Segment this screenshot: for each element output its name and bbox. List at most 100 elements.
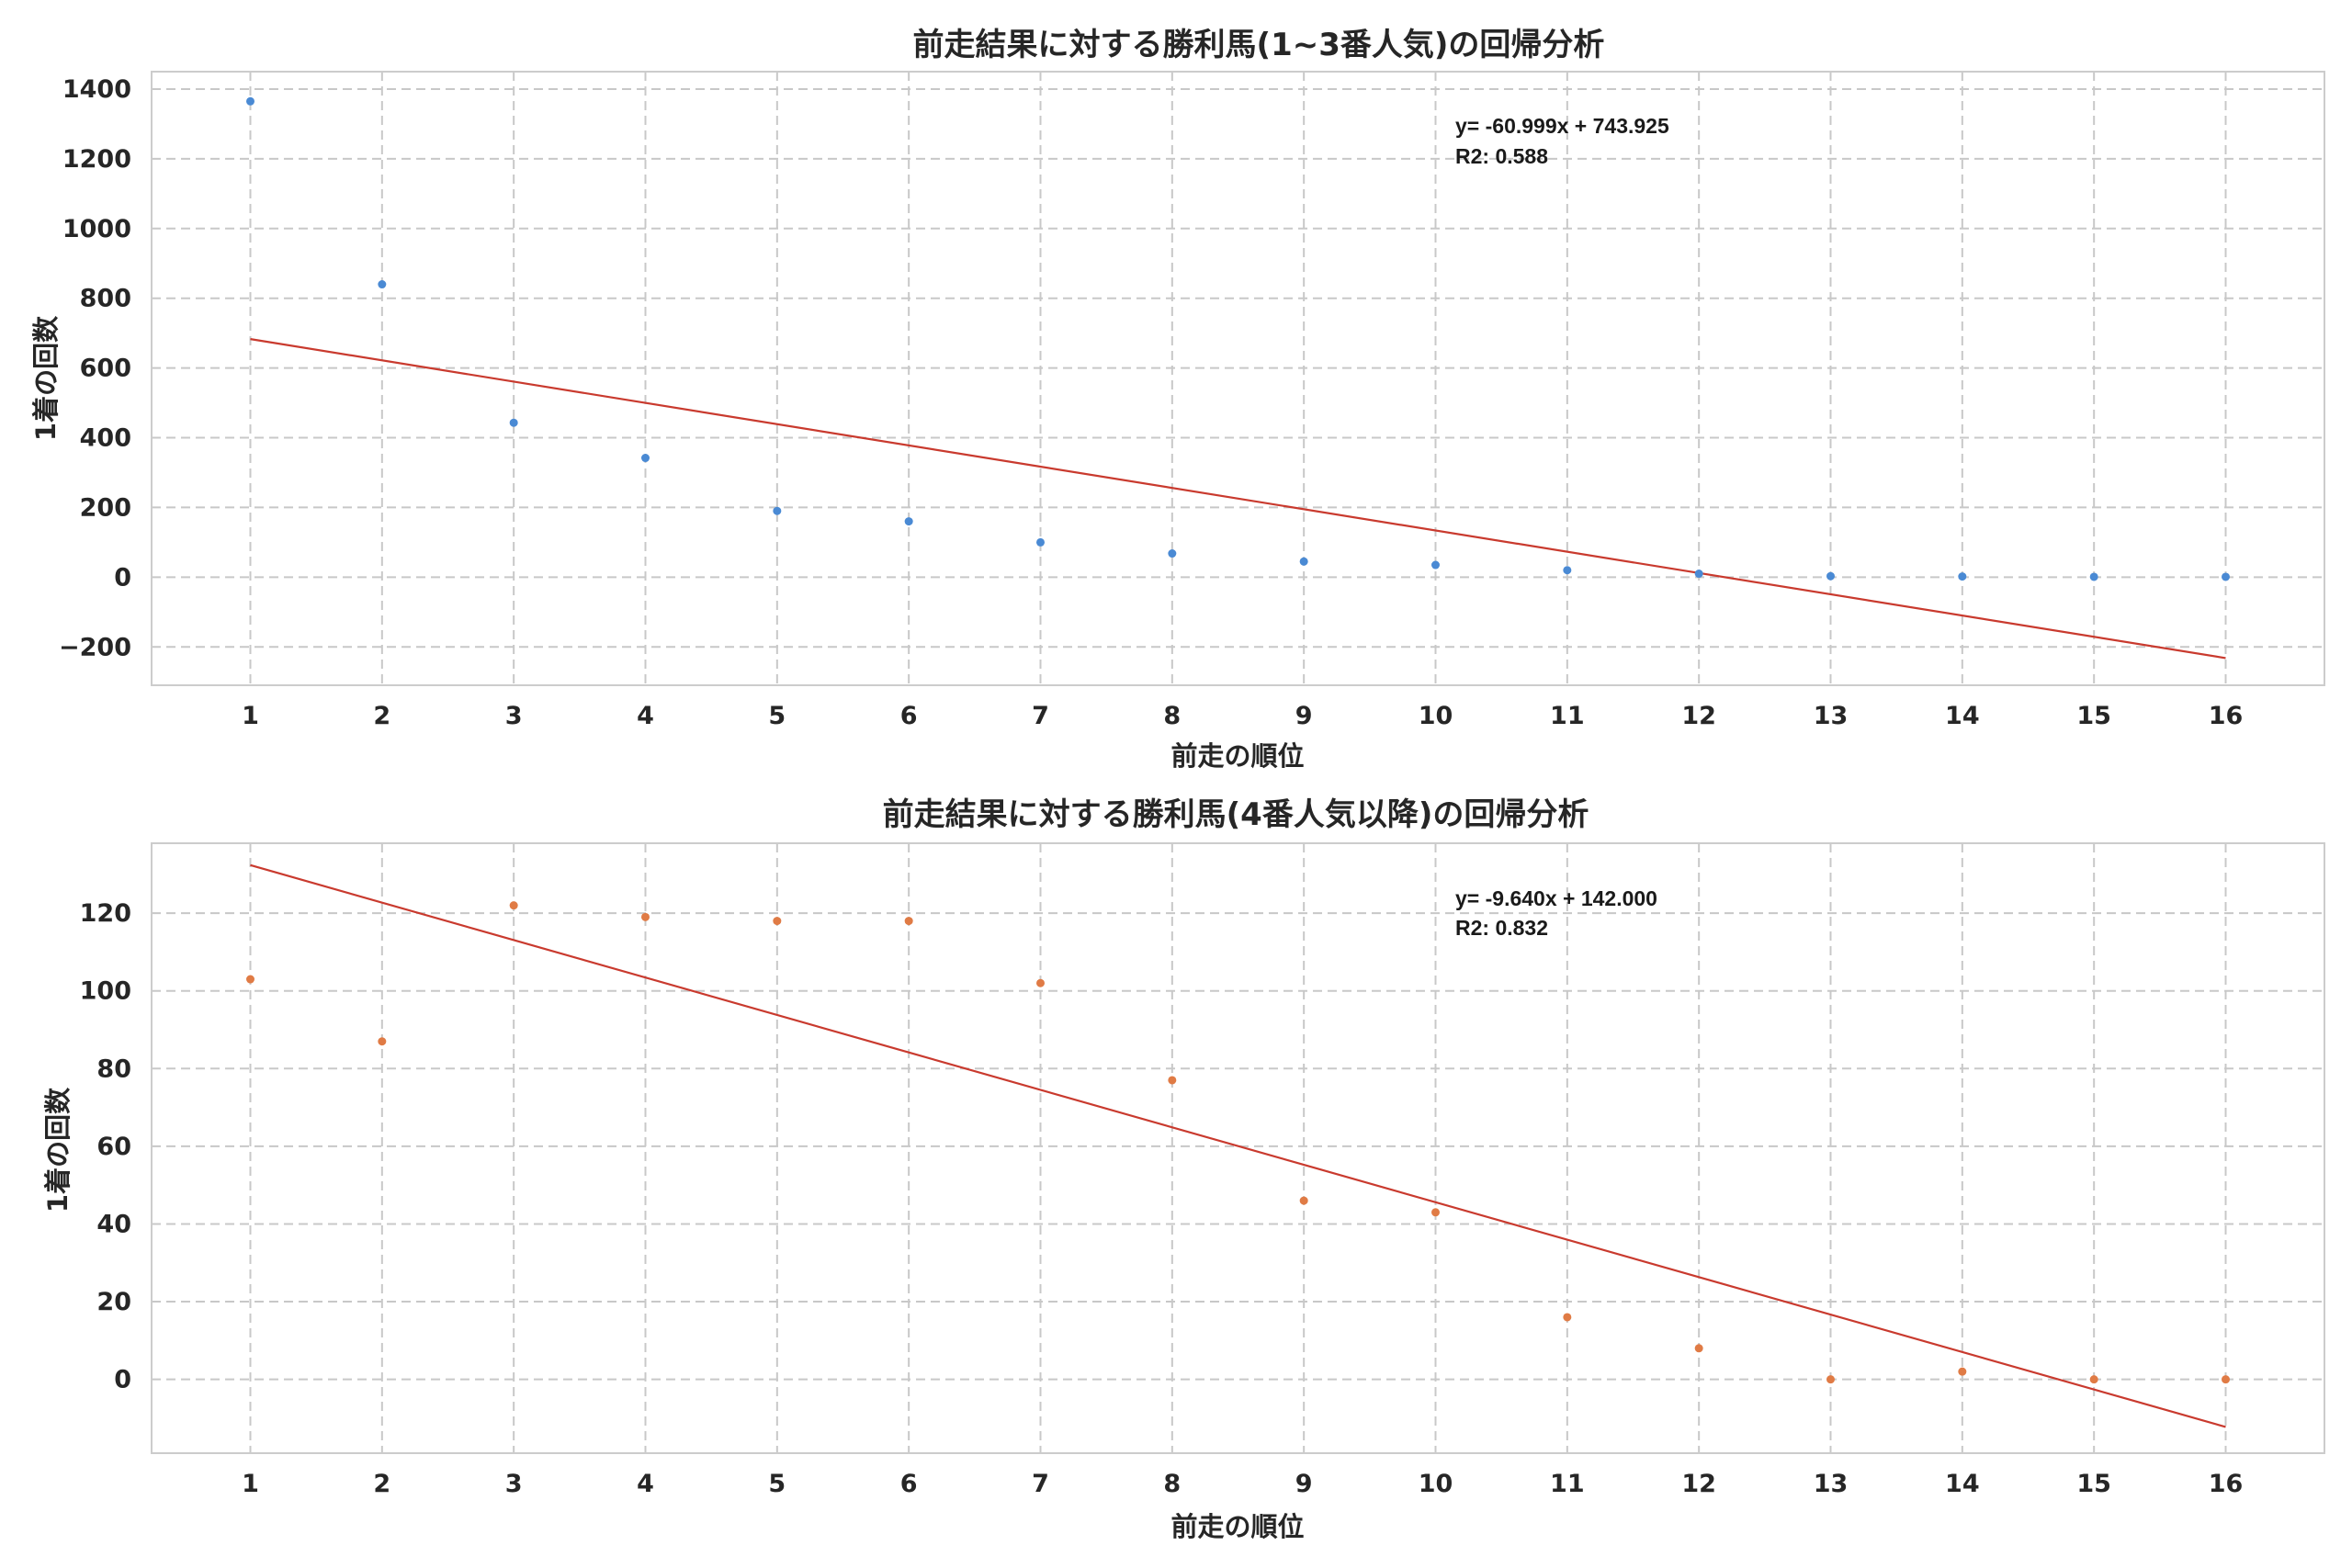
- chart-2-data-point: [1431, 1208, 1440, 1217]
- chart-1-data-point: [1168, 549, 1177, 558]
- chart-1-frame: [151, 71, 2325, 686]
- chart-1-x-tick-label: 9: [1295, 702, 1313, 730]
- chart-2-points: [246, 901, 2230, 1384]
- chart-1-data-point: [246, 96, 254, 106]
- chart-2-data-point: [1299, 1196, 1308, 1205]
- chart-1-x-tick-label: 1: [242, 702, 259, 730]
- chart-2-x-tick-label: 5: [768, 1470, 786, 1498]
- chart-1-y-label: 1着の回数: [30, 315, 62, 441]
- chart-1-x-tick-label: 14: [1945, 702, 1980, 730]
- chart-2-y-tick-label: 120: [80, 899, 131, 928]
- chart-1-x-tick-label: 15: [2076, 702, 2111, 730]
- chart-2-data-point: [1958, 1367, 1967, 1376]
- chart-1-x-tick-label: 16: [2209, 702, 2244, 730]
- chart-2-regression-line: [250, 863, 2226, 1428]
- chart-1-equation: y= -60.999x + 743.925: [1455, 114, 1669, 138]
- chart-2-y-tick-label: 60: [96, 1133, 131, 1161]
- chart-2-x-tick-label: 13: [1814, 1470, 1849, 1498]
- chart-2-data-point: [1036, 978, 1045, 987]
- chart-1-y-tick-label: 1000: [62, 215, 131, 243]
- chart-1-y-tick-label: 800: [80, 285, 131, 313]
- chart-1-x-tick-label: 11: [1550, 702, 1585, 730]
- chart-2-y-tick-label: 20: [96, 1288, 131, 1316]
- chart-2-x-tick-label: 4: [637, 1470, 654, 1498]
- chart-1-x-tick-label: 5: [768, 702, 786, 730]
- chart-1-data-point: [1431, 560, 1440, 570]
- chart-1-data-point: [509, 418, 518, 427]
- chart-1-x-tick-label: 3: [505, 702, 523, 730]
- chart-1-data-point: [773, 506, 782, 515]
- chart-2-data-point: [378, 1037, 387, 1046]
- chart-1-grid: [152, 72, 2324, 685]
- chart-1-title: 前走結果に対する勝利馬(1~3番人気)の回帰分析: [913, 27, 1605, 63]
- chart-2-x-tick-label: 6: [900, 1470, 918, 1498]
- chart-1-data-point: [1299, 557, 1308, 566]
- chart-2-x-tick-label: 14: [1945, 1470, 1980, 1498]
- chart-1-data-point: [641, 454, 650, 463]
- chart-1-x-tick-label: 6: [900, 702, 918, 730]
- chart-1-y-tick-label: 600: [80, 355, 131, 383]
- chart-1-x-tick-label: 10: [1419, 702, 1453, 730]
- chart-2-frame: [151, 842, 2325, 1454]
- chart-2-x-tick-label: 11: [1550, 1470, 1585, 1498]
- chart-2-y-tick-label: 100: [80, 977, 131, 1006]
- chart-2-x-tick-label: 7: [1032, 1470, 1049, 1498]
- chart-2-r2: R2: 0.832: [1455, 916, 1548, 940]
- chart-2-x-tick-label: 15: [2076, 1470, 2111, 1498]
- chart-1-y-tick-label: 1200: [62, 145, 131, 174]
- chart-1-regression-line: [250, 338, 2226, 660]
- chart-1-x-tick-label: 2: [373, 702, 390, 730]
- chart-2-title: 前走結果に対する勝利馬(4番人気以降)の回帰分析: [883, 796, 1589, 833]
- chart-1-x-ticks: 1 2 3 4 5 6 7 8 9 10 11 12 13 14 15 16: [242, 702, 2243, 730]
- chart-1-data-point: [2089, 572, 2098, 581]
- chart-1: 前走結果に対する勝利馬(1~3番人気)の回帰分析 −200 0 200 400 600 8…: [30, 27, 2325, 772]
- chart-2-data-point: [246, 975, 254, 984]
- chart-2-x-tick-label: 1: [242, 1470, 259, 1498]
- chart-1-y-ticks: −200 0 200 400 600 800 1000 1200 1400: [59, 75, 131, 661]
- chart-1-x-tick-label: 12: [1681, 702, 1716, 730]
- chart-2-x-tick-label: 10: [1419, 1470, 1453, 1498]
- chart-1-y-tick-label: 0: [114, 563, 131, 592]
- chart-2-x-tick-label: 3: [505, 1470, 523, 1498]
- chart-2-data-point: [1168, 1076, 1177, 1085]
- chart-2-x-ticks: 1 2 3 4 5 6 7 8 9 10 11 12 13 14 15 16: [242, 1470, 2243, 1498]
- chart-2-data-point: [773, 917, 782, 926]
- chart-1-data-point: [1826, 571, 1835, 581]
- chart-1-x-label: 前走の順位: [1170, 740, 1304, 772]
- chart-2-y-tick-label: 40: [96, 1210, 131, 1238]
- chart-2-y-label: 1着の回数: [42, 1087, 74, 1213]
- chart-1-data-point: [1563, 566, 1572, 575]
- chart-1-x-tick-label: 4: [637, 702, 654, 730]
- chart-2-data-point: [2089, 1375, 2098, 1384]
- chart-1-x-tick-label: 8: [1163, 702, 1181, 730]
- chart-1-data-point: [1958, 572, 1967, 581]
- chart-2-data-point: [641, 912, 650, 921]
- chart-1-data-point: [2222, 572, 2230, 581]
- chart-2-y-tick-label: 80: [96, 1055, 131, 1083]
- chart-1-data-point: [1036, 537, 1045, 547]
- chart-1-data-point: [1694, 570, 1703, 579]
- chart-2-data-point: [2222, 1375, 2230, 1384]
- chart-2-data-point: [904, 917, 913, 926]
- chart-2-x-tick-label: 12: [1681, 1470, 1716, 1498]
- chart-2-x-tick-label: 2: [373, 1470, 390, 1498]
- chart-1-r2: R2: 0.588: [1455, 144, 1548, 168]
- chart-2-x-tick-label: 9: [1295, 1470, 1313, 1498]
- chart-2-data-point: [1563, 1313, 1572, 1322]
- chart-1-x-tick-label: 7: [1032, 702, 1049, 730]
- chart-1-y-tick-label: 400: [80, 424, 131, 453]
- chart-2-x-label: 前走の順位: [1170, 1511, 1304, 1542]
- chart-2-equation: y= -9.640x + 142.000: [1455, 886, 1657, 910]
- chart-2-x-tick-label: 16: [2209, 1470, 2244, 1498]
- chart-1-y-tick-label: −200: [59, 633, 131, 661]
- chart-2-data-point: [509, 901, 518, 910]
- chart-1-y-tick-label: 200: [80, 493, 131, 522]
- chart-2: 前走結果に対する勝利馬(4番人気以降)の回帰分析 020406080100120…: [42, 796, 2325, 1542]
- chart-2-data-point: [1826, 1375, 1835, 1384]
- chart-1-y-tick-label: 1400: [62, 75, 131, 104]
- chart-2-y-ticks: 0 20 40 60 80 100 120: [80, 899, 131, 1394]
- chart-1-points: [246, 96, 2230, 581]
- chart-2-data-point: [1694, 1344, 1703, 1353]
- chart-1-x-tick-label: 13: [1814, 702, 1849, 730]
